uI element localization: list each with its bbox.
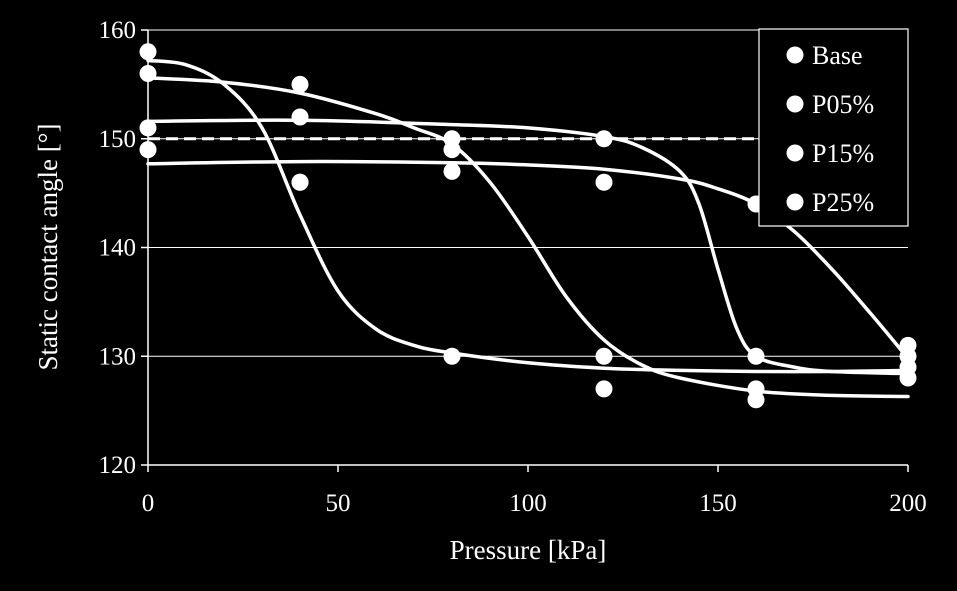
fit-curve-series-3 (146, 159, 910, 361)
y-axis-title: Static contact angle [°] (33, 124, 63, 371)
data-point-series-3 (291, 173, 309, 191)
fit-curve-series-1 (146, 76, 910, 399)
data-point-series-3 (443, 162, 461, 180)
data-point-series-3 (899, 369, 917, 387)
data-point-series-2 (291, 108, 309, 126)
y-tick-label: 130 (99, 343, 137, 370)
x-tick-label: 0 (142, 490, 155, 517)
x-tick-label: 150 (699, 490, 737, 517)
y-tick-label: 160 (99, 17, 137, 44)
legend-box (758, 28, 909, 227)
legend: Base P05% P15% P25% (758, 28, 909, 227)
x-tick-label: 200 (889, 490, 927, 517)
y-tick-label: 150 (99, 126, 137, 153)
y-tick-label: 120 (99, 452, 137, 479)
data-point-series-0 (595, 347, 613, 365)
data-point-series-1 (291, 75, 309, 93)
data-point-series-1 (595, 380, 613, 398)
legend-label-3: P25% (812, 188, 874, 217)
x-tick-label: 100 (509, 490, 547, 517)
x-tick-label: 50 (326, 490, 351, 517)
data-point-series-0 (443, 347, 461, 365)
data-point-series-3 (595, 173, 613, 191)
x-axis-title: Pressure [kPa] (450, 535, 607, 565)
data-point-series-2 (443, 141, 461, 159)
fit-curve-series-0 (146, 58, 910, 374)
fit-curve-series-2 (146, 118, 910, 376)
axes (141, 29, 909, 472)
legend-label-0: Base (812, 41, 863, 70)
tick-labels: 120 130 140 150 160 0 50 100 150 200 (99, 17, 927, 517)
legend-label-1: P05% (812, 90, 874, 119)
data-point-series-2 (747, 391, 765, 409)
legend-marker-1 (786, 95, 804, 113)
legend-marker-2 (786, 144, 804, 162)
data-point-series-2 (595, 130, 613, 148)
legend-marker-3 (786, 193, 804, 211)
data-point-series-2 (899, 336, 917, 354)
data-points (139, 43, 917, 409)
y-tick-label: 140 (99, 235, 137, 262)
data-point-series-0 (747, 347, 765, 365)
legend-marker-0 (786, 46, 804, 64)
fit-curves (146, 58, 910, 399)
legend-label-2: P15% (812, 139, 874, 168)
